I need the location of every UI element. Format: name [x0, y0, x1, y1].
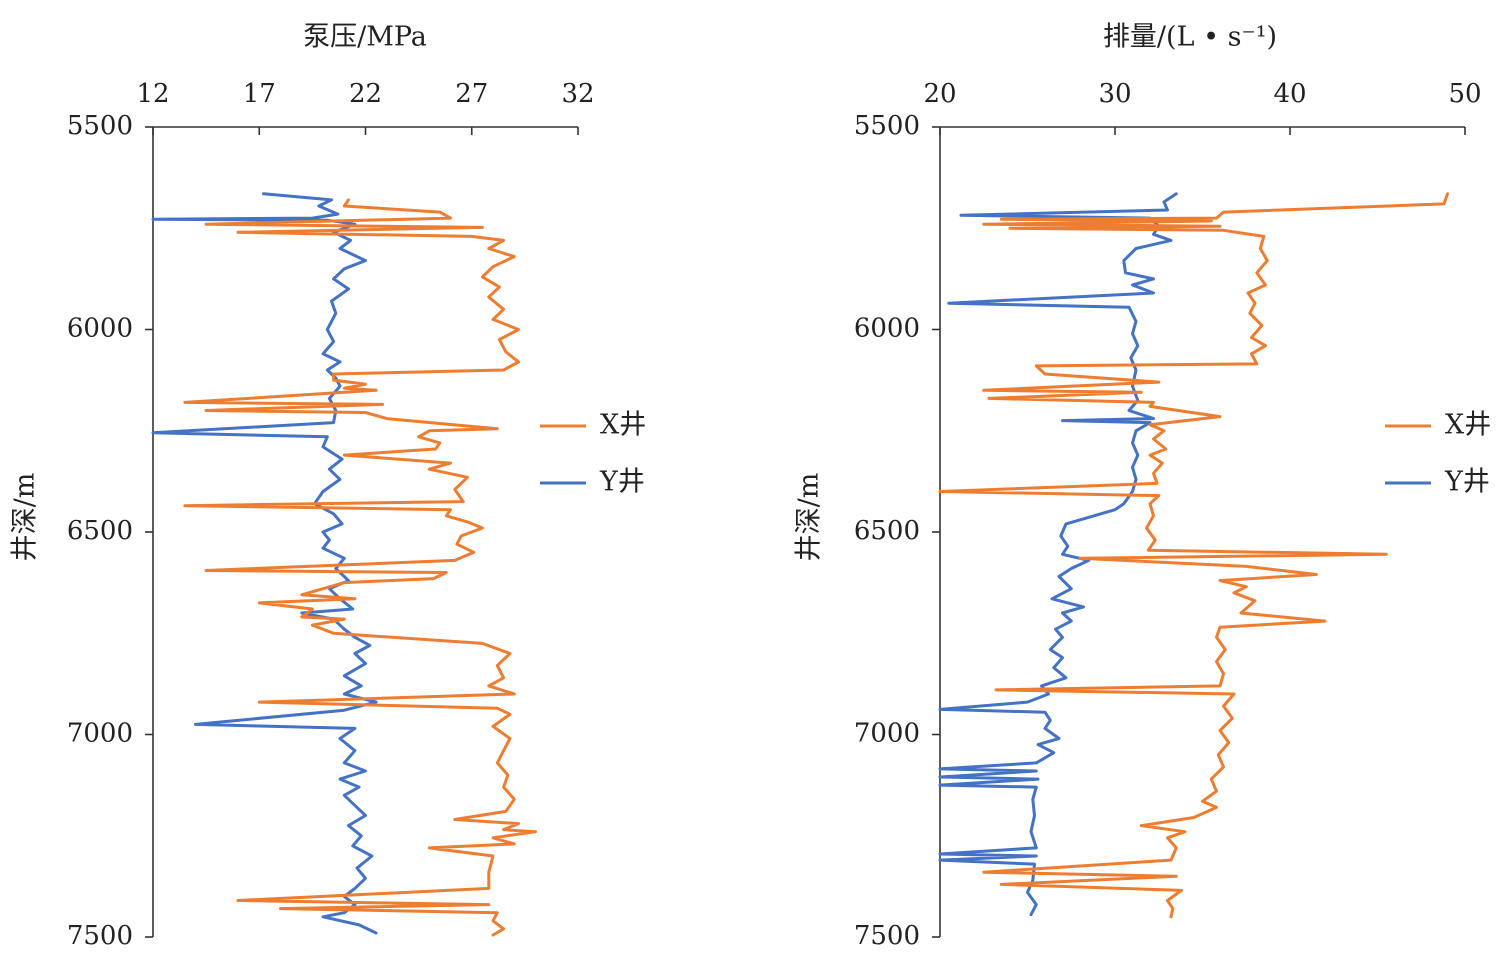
y-tick-label: 6000 [67, 314, 133, 344]
y-axis-title: 井深/m [10, 473, 41, 562]
series-line-x-well [938, 192, 1449, 919]
y-tick-label: 6000 [854, 314, 920, 344]
x-axis-title: 排量/(L • s⁻¹) [1103, 22, 1277, 53]
chart-panel-flow-rate: 排量/(L • s⁻¹) 井深/m 20 30 40 50 5500 6000 6500 7000… [794, 22, 1492, 952]
y-axis-title: 井深/m [794, 473, 825, 562]
x-axis-title: 泵压/MPa [303, 22, 427, 53]
y-tick-label: 6500 [854, 516, 920, 546]
y-tick-label: 7500 [67, 921, 133, 951]
y-tick-label: 7000 [854, 719, 920, 749]
x-tick-label: 27 [455, 79, 488, 109]
y-tick-label: 5500 [854, 111, 920, 141]
series-line-x-well [183, 198, 537, 937]
y-tick-label: 7500 [854, 921, 920, 951]
series-line-y-well [151, 192, 378, 935]
x-tick-label: 17 [243, 79, 276, 109]
x-tick-label: 22 [349, 79, 382, 109]
x-tick-label: 40 [1273, 79, 1306, 109]
legend-label: X井 [600, 410, 646, 441]
legend-label: Y井 [1444, 467, 1490, 498]
x-tick-label: 12 [136, 79, 169, 109]
series-line-y-well [938, 192, 1178, 917]
legend-label: X井 [1445, 410, 1491, 441]
y-tick-label: 6500 [67, 516, 133, 546]
x-tick-label: 50 [1448, 79, 1481, 109]
x-tick-label: 30 [1098, 79, 1131, 109]
y-tick-label: 7000 [67, 719, 133, 749]
y-tick-label: 5500 [67, 111, 133, 141]
chart-panel-pump-pressure: 泵压/MPa 井深/m 12 17 22 27 32 5500 6000 6500 7000 7500… [10, 22, 647, 952]
x-tick-label: 20 [923, 79, 956, 109]
legend-label: Y井 [599, 467, 645, 498]
x-tick-label: 32 [561, 79, 594, 109]
